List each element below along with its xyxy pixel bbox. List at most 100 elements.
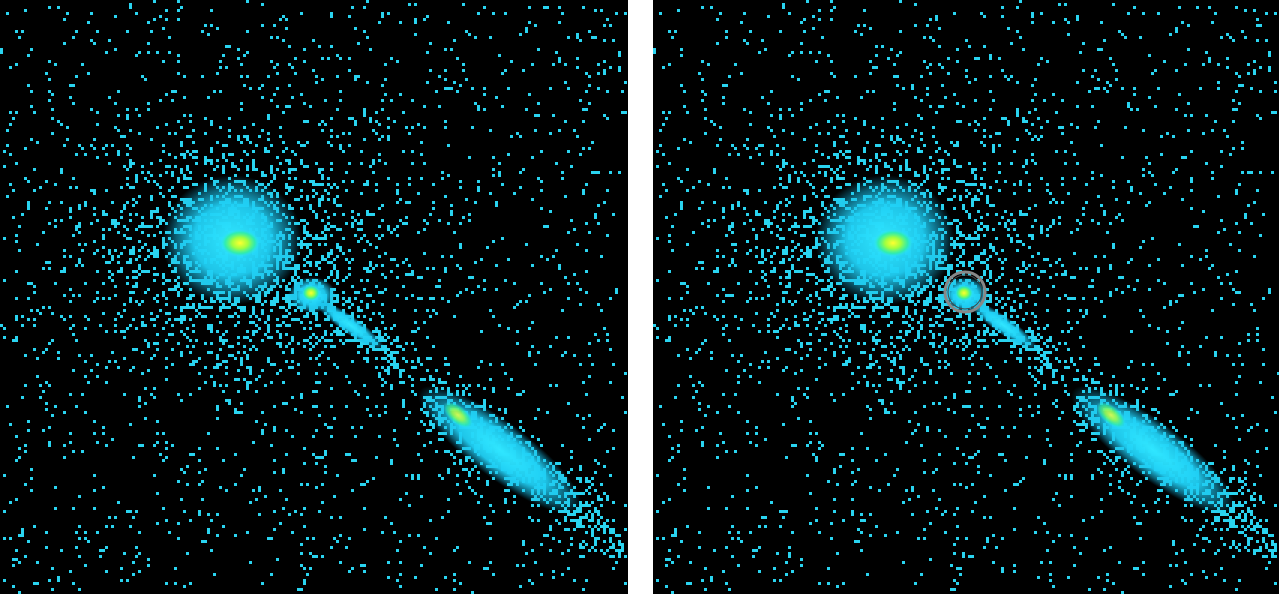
- photon: [78, 144, 81, 147]
- photon: [255, 315, 258, 318]
- photon: [432, 378, 435, 381]
- photon: [291, 396, 294, 399]
- photon: [243, 345, 246, 348]
- photon: [701, 201, 704, 204]
- photon: [561, 171, 564, 174]
- photon: [96, 531, 99, 534]
- photon: [195, 315, 198, 318]
- photon: [309, 180, 312, 183]
- photon: [447, 300, 450, 303]
- photon: [447, 363, 450, 366]
- photon: [96, 30, 99, 33]
- photon: [348, 162, 351, 165]
- photon: [516, 132, 519, 135]
- photon: [351, 567, 354, 570]
- photon: [827, 54, 830, 57]
- photon: [24, 9, 27, 12]
- photon: [591, 483, 594, 486]
- photon: [965, 537, 968, 540]
- photon: [285, 297, 288, 300]
- photon: [285, 285, 288, 288]
- photon: [531, 321, 534, 324]
- photon: [704, 93, 707, 96]
- photon: [72, 84, 75, 87]
- photon: [102, 282, 105, 285]
- photon: [300, 396, 303, 399]
- photon: [216, 513, 219, 516]
- photon: [600, 504, 603, 507]
- photon: [378, 312, 381, 315]
- photon: [111, 222, 114, 225]
- photon: [396, 60, 399, 63]
- photon: [402, 111, 405, 114]
- photon: [162, 291, 165, 294]
- photon: [300, 12, 303, 15]
- photon: [453, 315, 456, 318]
- photon: [1175, 27, 1178, 30]
- photon: [198, 459, 201, 462]
- photon: [240, 357, 243, 360]
- photon: [192, 141, 195, 144]
- photon: [285, 360, 288, 363]
- photon: [351, 180, 354, 183]
- photon: [201, 306, 204, 309]
- photon: [366, 396, 369, 399]
- photon: [1100, 300, 1103, 303]
- photon: [243, 135, 246, 138]
- photon: [153, 180, 156, 183]
- photon: [408, 201, 411, 204]
- photon: [123, 309, 126, 312]
- photon: [525, 108, 528, 111]
- photon: [33, 111, 36, 114]
- photon: [279, 306, 282, 309]
- photon: [519, 135, 522, 138]
- photon: [153, 273, 156, 276]
- photon: [1181, 264, 1184, 267]
- photon: [552, 576, 555, 579]
- photon: [579, 522, 582, 525]
- photon: [594, 507, 597, 510]
- photon: [462, 3, 465, 6]
- photon: [495, 204, 498, 207]
- photon: [18, 225, 21, 228]
- photon: [791, 75, 794, 78]
- photon: [153, 474, 156, 477]
- photon: [120, 315, 123, 318]
- photon: [153, 324, 156, 327]
- photon: [363, 30, 366, 33]
- photon: [189, 453, 192, 456]
- photon: [243, 378, 246, 381]
- photon: [534, 114, 537, 117]
- photon: [15, 549, 18, 552]
- photon: [309, 207, 312, 210]
- photon: [225, 372, 228, 375]
- photon: [90, 369, 93, 372]
- photon: [192, 306, 195, 309]
- photon: [306, 312, 309, 315]
- photon: [851, 498, 854, 501]
- photon: [48, 579, 51, 582]
- photon: [162, 459, 165, 462]
- photon: [288, 186, 291, 189]
- photon: [141, 222, 144, 225]
- photon: [719, 138, 722, 141]
- photon: [537, 438, 540, 441]
- photon: [528, 354, 531, 357]
- photon: [417, 360, 420, 363]
- photon: [246, 336, 249, 339]
- photon: [141, 75, 144, 78]
- photon: [516, 393, 519, 396]
- photon: [60, 123, 63, 126]
- photon: [414, 18, 417, 21]
- photon: [737, 411, 740, 414]
- photon: [1265, 39, 1268, 42]
- photon: [270, 180, 273, 183]
- photon: [204, 306, 207, 309]
- photon: [609, 528, 612, 531]
- photon: [6, 144, 9, 147]
- photon: [459, 186, 462, 189]
- photon: [117, 90, 120, 93]
- photon: [348, 273, 351, 276]
- photon: [111, 258, 114, 261]
- photon: [312, 183, 315, 186]
